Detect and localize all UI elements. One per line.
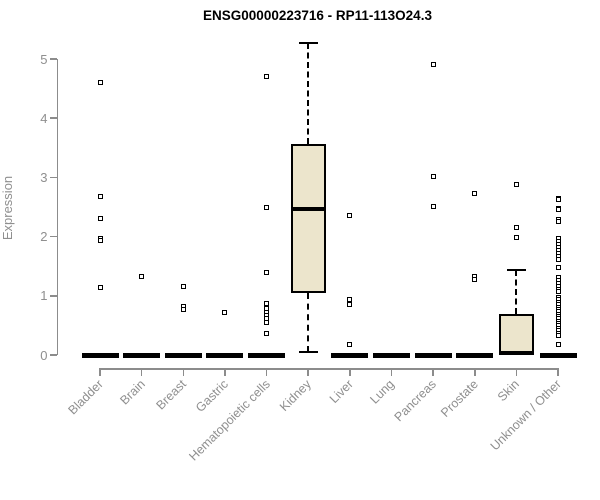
- median-line: [290, 206, 326, 212]
- outlier-point: [555, 342, 561, 348]
- x-axis-tick: [515, 368, 518, 376]
- x-axis-tick: [140, 368, 143, 376]
- y-axis-tick: [49, 354, 57, 356]
- zero-median-bar: [414, 352, 452, 358]
- zero-median-bar: [248, 352, 286, 358]
- zero-median-bar: [372, 352, 410, 358]
- outlier-point: [97, 238, 103, 244]
- zero-median-bar: [539, 352, 577, 358]
- outlier-point: [180, 306, 186, 312]
- zero-median-bar: [123, 352, 161, 358]
- lower-whisker-cap: [298, 351, 318, 354]
- outlier-point: [555, 197, 561, 203]
- outlier-point: [472, 276, 478, 282]
- y-tick-label: 3: [40, 169, 48, 185]
- outlier-point: [139, 274, 145, 280]
- outlier-point: [513, 225, 519, 231]
- outlier-point: [347, 213, 353, 219]
- outlier-point: [513, 182, 519, 187]
- zero-median-bar: [331, 352, 369, 358]
- upper-whisker-cap: [506, 268, 526, 271]
- outlier-point: [555, 332, 561, 338]
- x-axis-tick: [99, 368, 101, 376]
- x-axis-line: [100, 368, 559, 370]
- outlier-point: [97, 80, 103, 86]
- x-axis-tick: [265, 368, 268, 376]
- median-line: [498, 350, 534, 356]
- y-axis-tick: [49, 235, 57, 238]
- x-axis-tick: [432, 368, 434, 376]
- y-tick-label: 5: [40, 51, 48, 67]
- upper-whisker: [307, 43, 310, 145]
- outlier-point: [347, 341, 353, 347]
- box-kidney: [290, 144, 326, 293]
- outlier-point: [347, 297, 353, 303]
- outlier-point: [347, 302, 353, 308]
- x-axis-tick: [182, 368, 185, 376]
- x-axis-tick: [224, 368, 226, 376]
- zero-median-bar: [206, 352, 244, 358]
- outlier-point: [97, 194, 103, 200]
- outlier-point: [264, 269, 270, 275]
- outlier-point: [430, 62, 436, 68]
- upper-whisker-cap: [298, 42, 318, 45]
- outlier-point: [97, 216, 103, 222]
- upper-whisker: [515, 269, 518, 315]
- y-tick-label: 0: [40, 347, 48, 363]
- chart-title: ENSG00000223716 - RP11-113O24.3: [203, 8, 432, 23]
- outlier-point: [264, 319, 270, 325]
- y-tick-label: 2: [40, 229, 48, 245]
- lower-whisker: [307, 292, 310, 353]
- outlier-point: [555, 207, 561, 213]
- y-tick-label: 1: [40, 288, 48, 304]
- outlier-point: [430, 173, 436, 179]
- outlier-point: [555, 256, 561, 262]
- outlier-point: [97, 285, 103, 290]
- outlier-point: [555, 264, 561, 270]
- outlier-point: [555, 218, 561, 224]
- x-axis-tick: [474, 368, 476, 376]
- y-axis-line: [56, 59, 58, 355]
- box-skin: [498, 314, 534, 355]
- outlier-point: [264, 74, 270, 80]
- outlier-point: [264, 330, 270, 336]
- outlier-point: [264, 204, 270, 210]
- x-axis-tick: [557, 368, 559, 376]
- outlier-point: [264, 300, 270, 306]
- x-axis-tick: [307, 368, 309, 376]
- outlier-point: [222, 310, 228, 316]
- outlier-point: [513, 234, 519, 240]
- y-axis-tick: [49, 176, 57, 179]
- y-axis-tick: [49, 117, 57, 119]
- zero-median-bar: [456, 352, 494, 358]
- x-axis-tick: [349, 368, 351, 376]
- outlier-point: [472, 191, 478, 197]
- outlier-point: [430, 203, 436, 209]
- y-tick-label: 4: [40, 110, 48, 126]
- y-axis-tick: [49, 58, 57, 60]
- zero-median-bar: [81, 352, 119, 358]
- outlier-point: [555, 289, 561, 295]
- zero-median-bar: [164, 352, 202, 358]
- x-axis-tick: [390, 368, 393, 376]
- outlier-point: [180, 284, 186, 290]
- y-axis-tick: [49, 295, 57, 297]
